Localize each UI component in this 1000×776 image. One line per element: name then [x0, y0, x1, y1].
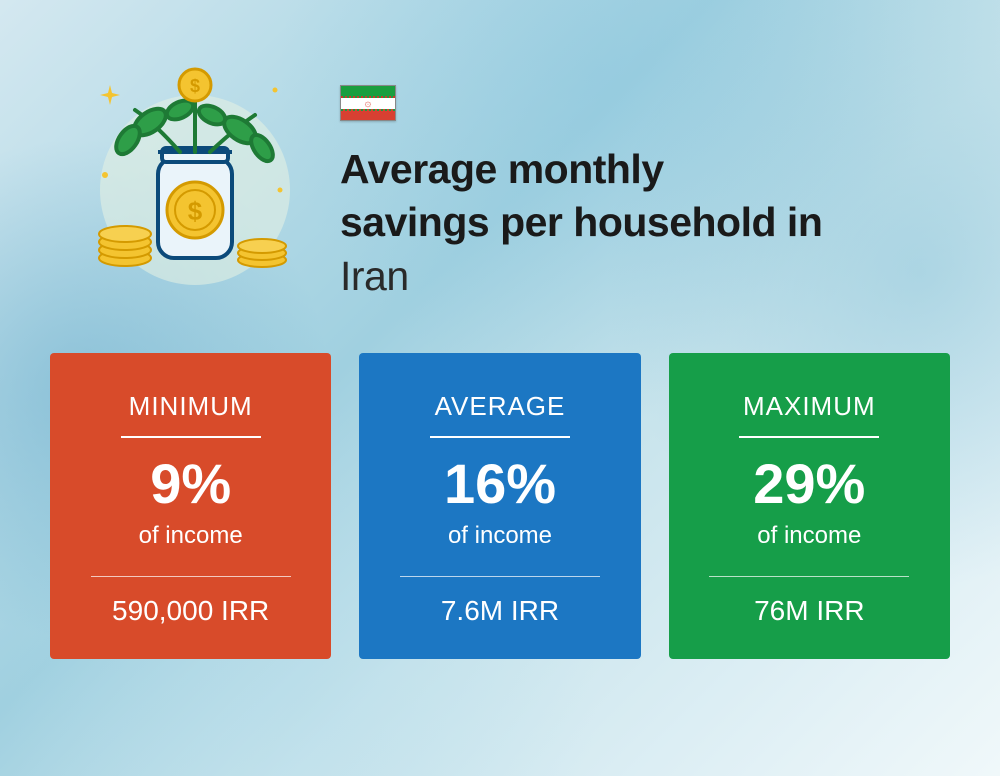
svg-text:$: $ — [190, 76, 200, 96]
title-block: ۞ Average monthly savings per household … — [340, 60, 822, 303]
coin-icon: $ — [179, 69, 211, 101]
title-line-1: Average monthly — [340, 146, 664, 192]
card-percent: 9% — [70, 456, 311, 512]
card-amount: 76M IRR — [689, 595, 930, 627]
coin-stack-icon — [99, 226, 151, 266]
divider — [91, 576, 291, 577]
svg-text:$: $ — [188, 196, 203, 226]
divider — [709, 576, 909, 577]
card-amount: 7.6M IRR — [379, 595, 620, 627]
jar-icon: $ — [158, 148, 232, 258]
savings-jar-illustration: $ $ — [80, 60, 310, 290]
iran-flag-icon: ۞ — [340, 85, 396, 121]
card-percent: 29% — [689, 456, 930, 512]
divider — [430, 436, 570, 438]
card-label: MAXIMUM — [689, 391, 930, 422]
card-label: MINIMUM — [70, 391, 311, 422]
coin-stack-icon — [238, 239, 286, 267]
divider — [121, 436, 261, 438]
title-country: Iran — [340, 253, 409, 299]
card-amount: 590,000 IRR — [70, 595, 311, 627]
card-label: AVERAGE — [379, 391, 620, 422]
card-subtext: of income — [70, 522, 311, 550]
stat-cards: MINIMUM 9% of income 590,000 IRR AVERAGE… — [0, 303, 1000, 659]
stat-card-maximum: MAXIMUM 29% of income 76M IRR — [669, 353, 950, 659]
card-percent: 16% — [379, 456, 620, 512]
title-line-2: savings per household in — [340, 199, 822, 245]
stat-card-minimum: MINIMUM 9% of income 590,000 IRR — [50, 353, 331, 659]
card-subtext: of income — [379, 522, 620, 550]
card-subtext: of income — [689, 522, 930, 550]
stat-card-average: AVERAGE 16% of income 7.6M IRR — [359, 353, 640, 659]
divider — [400, 576, 600, 577]
divider — [739, 436, 879, 438]
header: $ $ — [0, 0, 1000, 303]
page-title: Average monthly savings per household in… — [340, 143, 822, 303]
